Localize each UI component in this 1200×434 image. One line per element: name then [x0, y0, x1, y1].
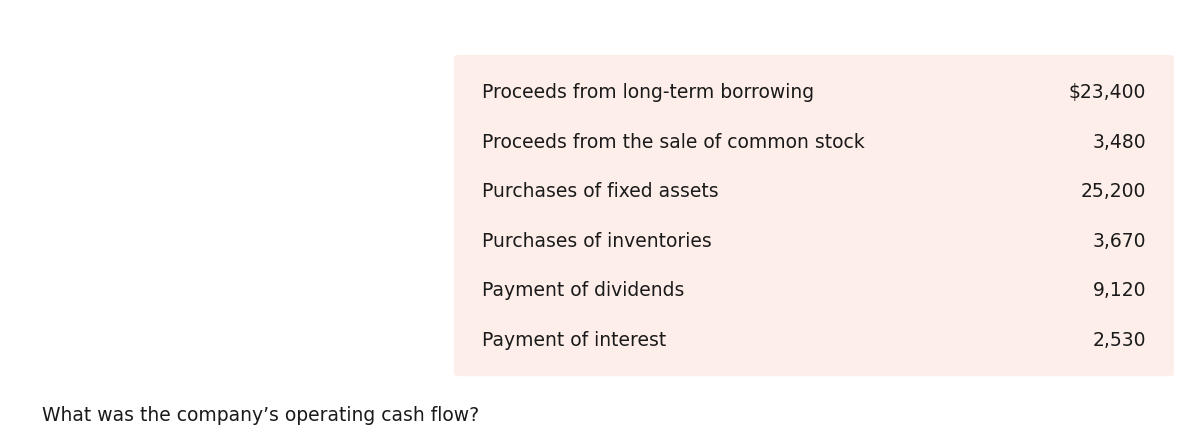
Text: Proceeds from the sale of common stock: Proceeds from the sale of common stock — [482, 132, 865, 151]
Text: 2,530: 2,530 — [1092, 330, 1146, 349]
Text: Purchases of fixed assets: Purchases of fixed assets — [482, 182, 719, 201]
Text: Payment of dividends: Payment of dividends — [482, 281, 684, 299]
Text: Purchases of inventories: Purchases of inventories — [482, 231, 712, 250]
Text: $23,400: $23,400 — [1069, 83, 1146, 102]
Text: 9,120: 9,120 — [1092, 281, 1146, 299]
Text: What was the company’s operating cash flow?: What was the company’s operating cash fl… — [42, 405, 479, 424]
Text: 3,670: 3,670 — [1092, 231, 1146, 250]
Text: Payment of interest: Payment of interest — [482, 330, 666, 349]
Text: Proceeds from long-term borrowing: Proceeds from long-term borrowing — [482, 83, 814, 102]
Text: 25,200: 25,200 — [1081, 182, 1146, 201]
Text: 3,480: 3,480 — [1092, 132, 1146, 151]
